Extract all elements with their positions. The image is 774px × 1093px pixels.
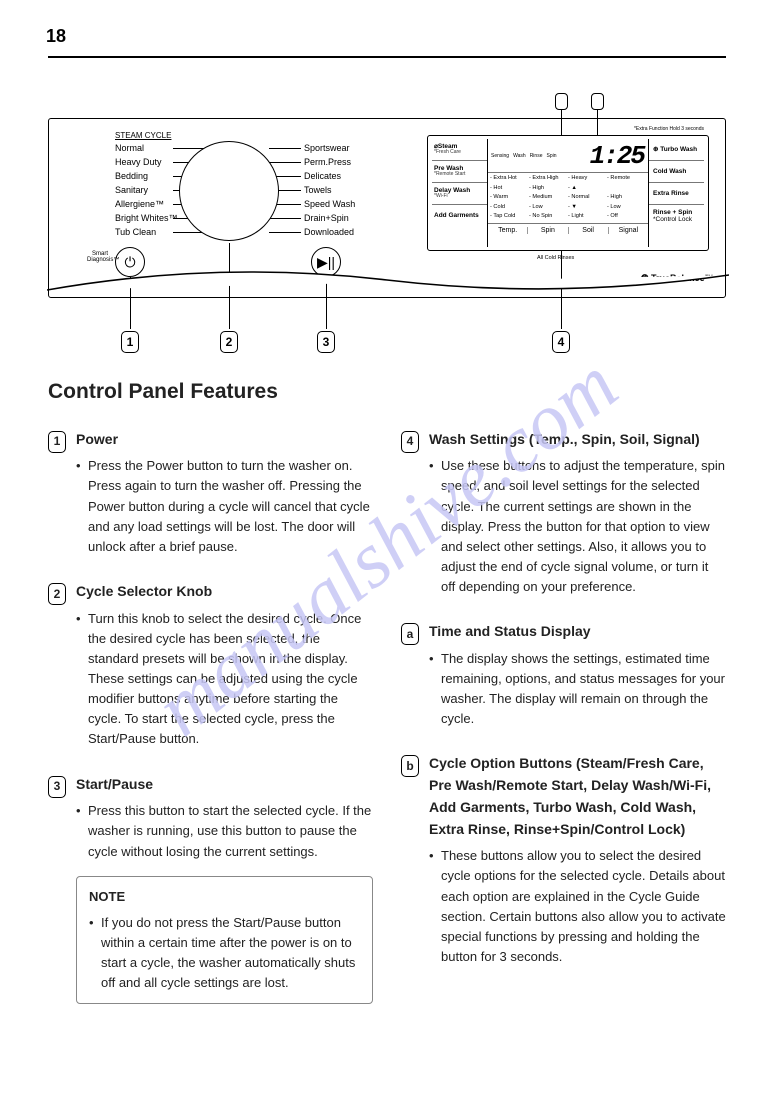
item-number: 1 bbox=[48, 431, 66, 453]
callout-line bbox=[229, 243, 230, 329]
cycle-list-left: NormalHeavy DutyBeddingSanitaryAllergien… bbox=[115, 141, 178, 239]
cycle-label: Perm.Press bbox=[304, 155, 355, 169]
callout-number-4: 4 bbox=[552, 331, 570, 353]
cycle-label: Allergiene™ bbox=[115, 197, 178, 211]
cycle-label: Downloaded bbox=[304, 225, 355, 239]
cycle-label: Towels bbox=[304, 183, 355, 197]
item-body: These buttons allow you to select the de… bbox=[429, 846, 726, 967]
item-body: Turn this knob to select the desired cyc… bbox=[76, 609, 373, 750]
right-column: 4 Wash Settings (Temp., Spin, Soil, Signa… bbox=[401, 429, 726, 1029]
display-right-buttons: ⊕ Turbo WashCold WashExtra RinseRinse + … bbox=[648, 139, 704, 247]
display-center: SensingWashRinseSpin 1:25 Extra HotExtra… bbox=[488, 139, 648, 247]
display-button: Delay Wash*Wi-Fi bbox=[432, 183, 487, 205]
feature-item: 4 Wash Settings (Temp., Spin, Soil, Signa… bbox=[401, 429, 726, 598]
item-number: 2 bbox=[48, 583, 66, 605]
cycle-label: Bedding bbox=[115, 169, 178, 183]
note-box: NOTEIf you do not press the Start/Pause … bbox=[76, 876, 373, 1005]
item-title: Time and Status Display bbox=[429, 621, 726, 643]
control-panel-diagram: STEAM CYCLE NormalHeavy DutyBeddingSanit… bbox=[48, 118, 726, 298]
start-pause-icon: ▶|| bbox=[311, 247, 341, 277]
options-grid: Extra HotExtra HighHeavyRemoteHotHigh▲Wa… bbox=[488, 173, 648, 223]
left-column: 1 Power Press the Power button to turn the… bbox=[48, 429, 373, 1029]
item-number: a bbox=[401, 623, 419, 645]
cycle-label: Delicates bbox=[304, 169, 355, 183]
callout-line bbox=[326, 277, 327, 329]
feature-item: a Time and Status Display The display show… bbox=[401, 621, 726, 729]
cycle-label: Drain+Spin bbox=[304, 211, 355, 225]
cycle-label: Sportswear bbox=[304, 141, 355, 155]
feature-item: 3 Start/Pause Press this button to start t… bbox=[48, 774, 373, 1005]
item-body: The display shows the settings, estimate… bbox=[429, 649, 726, 730]
cycle-list-right: SportswearPerm.PressDelicatesTowelsSpeed… bbox=[304, 141, 355, 239]
time-display: 1:25 bbox=[590, 141, 648, 171]
cycle-selector-dial bbox=[179, 141, 279, 241]
smart-diagnosis-label: Smart Diagnosis™ bbox=[87, 251, 113, 263]
item-body: Use these buttons to adjust the temperat… bbox=[429, 456, 726, 597]
feature-item: 2 Cycle Selector Knob Turn this knob to se… bbox=[48, 581, 373, 750]
panel-curve bbox=[47, 255, 729, 305]
item-number: 4 bbox=[401, 431, 419, 453]
item-title: Power bbox=[76, 429, 373, 451]
steam-cycle-title: STEAM CYCLE bbox=[115, 131, 171, 140]
cycle-label: Sanitary bbox=[115, 183, 178, 197]
callout-line bbox=[130, 277, 131, 329]
item-title: Start/Pause bbox=[76, 774, 373, 796]
feature-item: b Cycle Option Buttons (Steam/Fresh Care,… bbox=[401, 753, 726, 967]
cycle-label: Bright Whites™ bbox=[115, 211, 178, 225]
callout-number-3: 3 bbox=[317, 331, 335, 353]
item-number: 3 bbox=[48, 776, 66, 798]
item-body: Press the Power button to turn the washe… bbox=[76, 456, 373, 557]
callout-line bbox=[561, 109, 562, 135]
lcd-display: *Extra Function Hold 3 seconds ⌀Steam*Fr… bbox=[427, 135, 709, 251]
display-button: Cold Wash bbox=[649, 161, 704, 183]
content-section: Control Panel Features 1 Power Press the P… bbox=[48, 376, 726, 1053]
wash-stages: SensingWashRinseSpin bbox=[488, 153, 590, 159]
power-button-icon: ⏻ bbox=[115, 247, 145, 277]
cycle-label: Tub Clean bbox=[115, 225, 178, 239]
sub-caption: All Cold Rinses bbox=[537, 255, 574, 261]
display-button: Rinse + Spin*Control Lock bbox=[649, 205, 704, 227]
item-title: Wash Settings (Temp., Spin, Soil, Signal… bbox=[429, 429, 726, 451]
page-number: 18 bbox=[46, 26, 66, 47]
callout-marker-b bbox=[591, 93, 604, 110]
callout-number-1: 1 bbox=[121, 331, 139, 353]
header-rule bbox=[48, 56, 726, 58]
column-headers: Temp.SpinSoilSignal bbox=[488, 223, 648, 237]
cycle-label: Speed Wash bbox=[304, 197, 355, 211]
item-number: b bbox=[401, 755, 419, 777]
extra-function-note: *Extra Function Hold 3 seconds bbox=[634, 126, 704, 132]
item-body: Press this button to start the selected … bbox=[76, 801, 373, 861]
cycle-label: Heavy Duty bbox=[115, 155, 178, 169]
truebalance-logo: TrueBalance™ bbox=[641, 273, 714, 284]
callout-number-2: 2 bbox=[220, 331, 238, 353]
item-title: Cycle Selector Knob bbox=[76, 581, 373, 603]
callout-line bbox=[561, 251, 562, 329]
display-button: Pre Wash*Remote Start bbox=[432, 161, 487, 183]
display-button: ⌀Steam*Fresh Care bbox=[432, 139, 487, 161]
callout-line bbox=[597, 109, 598, 135]
manual-page: manualshive.com 18 STEAM CYCLE NormalHea… bbox=[0, 0, 774, 1093]
display-left-buttons: ⌀Steam*Fresh CarePre Wash*Remote StartDe… bbox=[432, 139, 488, 247]
cycle-label: Normal bbox=[115, 141, 178, 155]
item-title: Cycle Option Buttons (Steam/Fresh Care, … bbox=[429, 753, 726, 840]
callout-marker-a bbox=[555, 93, 568, 110]
section-title: Control Panel Features bbox=[48, 376, 726, 409]
display-button: ⊕ Turbo Wash bbox=[649, 139, 704, 161]
display-button: Extra Rinse bbox=[649, 183, 704, 205]
feature-item: 1 Power Press the Power button to turn the… bbox=[48, 429, 373, 557]
display-button: Add Garments bbox=[432, 205, 487, 227]
